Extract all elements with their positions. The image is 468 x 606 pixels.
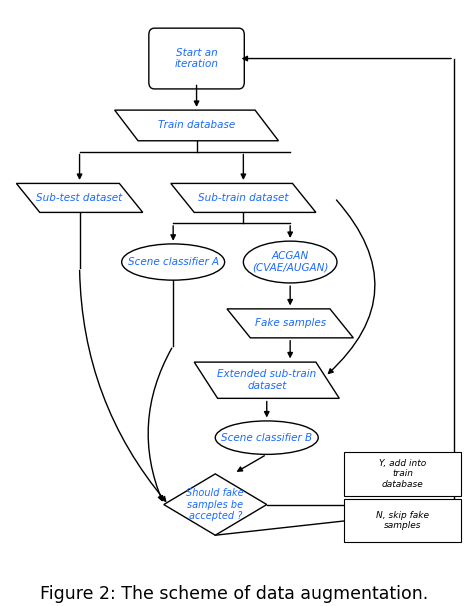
Ellipse shape	[122, 244, 225, 280]
FancyBboxPatch shape	[344, 499, 461, 542]
Polygon shape	[194, 362, 339, 398]
FancyBboxPatch shape	[344, 451, 461, 496]
Text: Should fake
samples be
accepted ?: Should fake samples be accepted ?	[186, 488, 244, 521]
Text: Sub-test dataset: Sub-test dataset	[37, 193, 123, 203]
Text: ACGAN
(CVAE/AUGAN): ACGAN (CVAE/AUGAN)	[252, 251, 329, 273]
Text: N, skip fake
samples: N, skip fake samples	[376, 511, 429, 530]
Polygon shape	[16, 184, 143, 213]
Text: Scene classifier B: Scene classifier B	[221, 433, 312, 442]
Text: Start an
iteration: Start an iteration	[175, 48, 219, 69]
Polygon shape	[164, 474, 267, 535]
Text: Figure 2: The scheme of data augmentation.: Figure 2: The scheme of data augmentatio…	[40, 585, 428, 603]
Text: Fake samples: Fake samples	[255, 318, 326, 328]
Polygon shape	[115, 110, 278, 141]
Ellipse shape	[243, 241, 337, 283]
Text: Scene classifier A: Scene classifier A	[128, 257, 219, 267]
Polygon shape	[227, 309, 353, 338]
Polygon shape	[171, 184, 316, 213]
Text: Y, add into
train
database: Y, add into train database	[379, 459, 426, 489]
Text: Extended sub-train
dataset: Extended sub-train dataset	[217, 370, 316, 391]
Ellipse shape	[215, 421, 318, 454]
Text: Sub-train dataset: Sub-train dataset	[198, 193, 289, 203]
Text: Train database: Train database	[158, 121, 235, 130]
FancyBboxPatch shape	[149, 28, 244, 89]
